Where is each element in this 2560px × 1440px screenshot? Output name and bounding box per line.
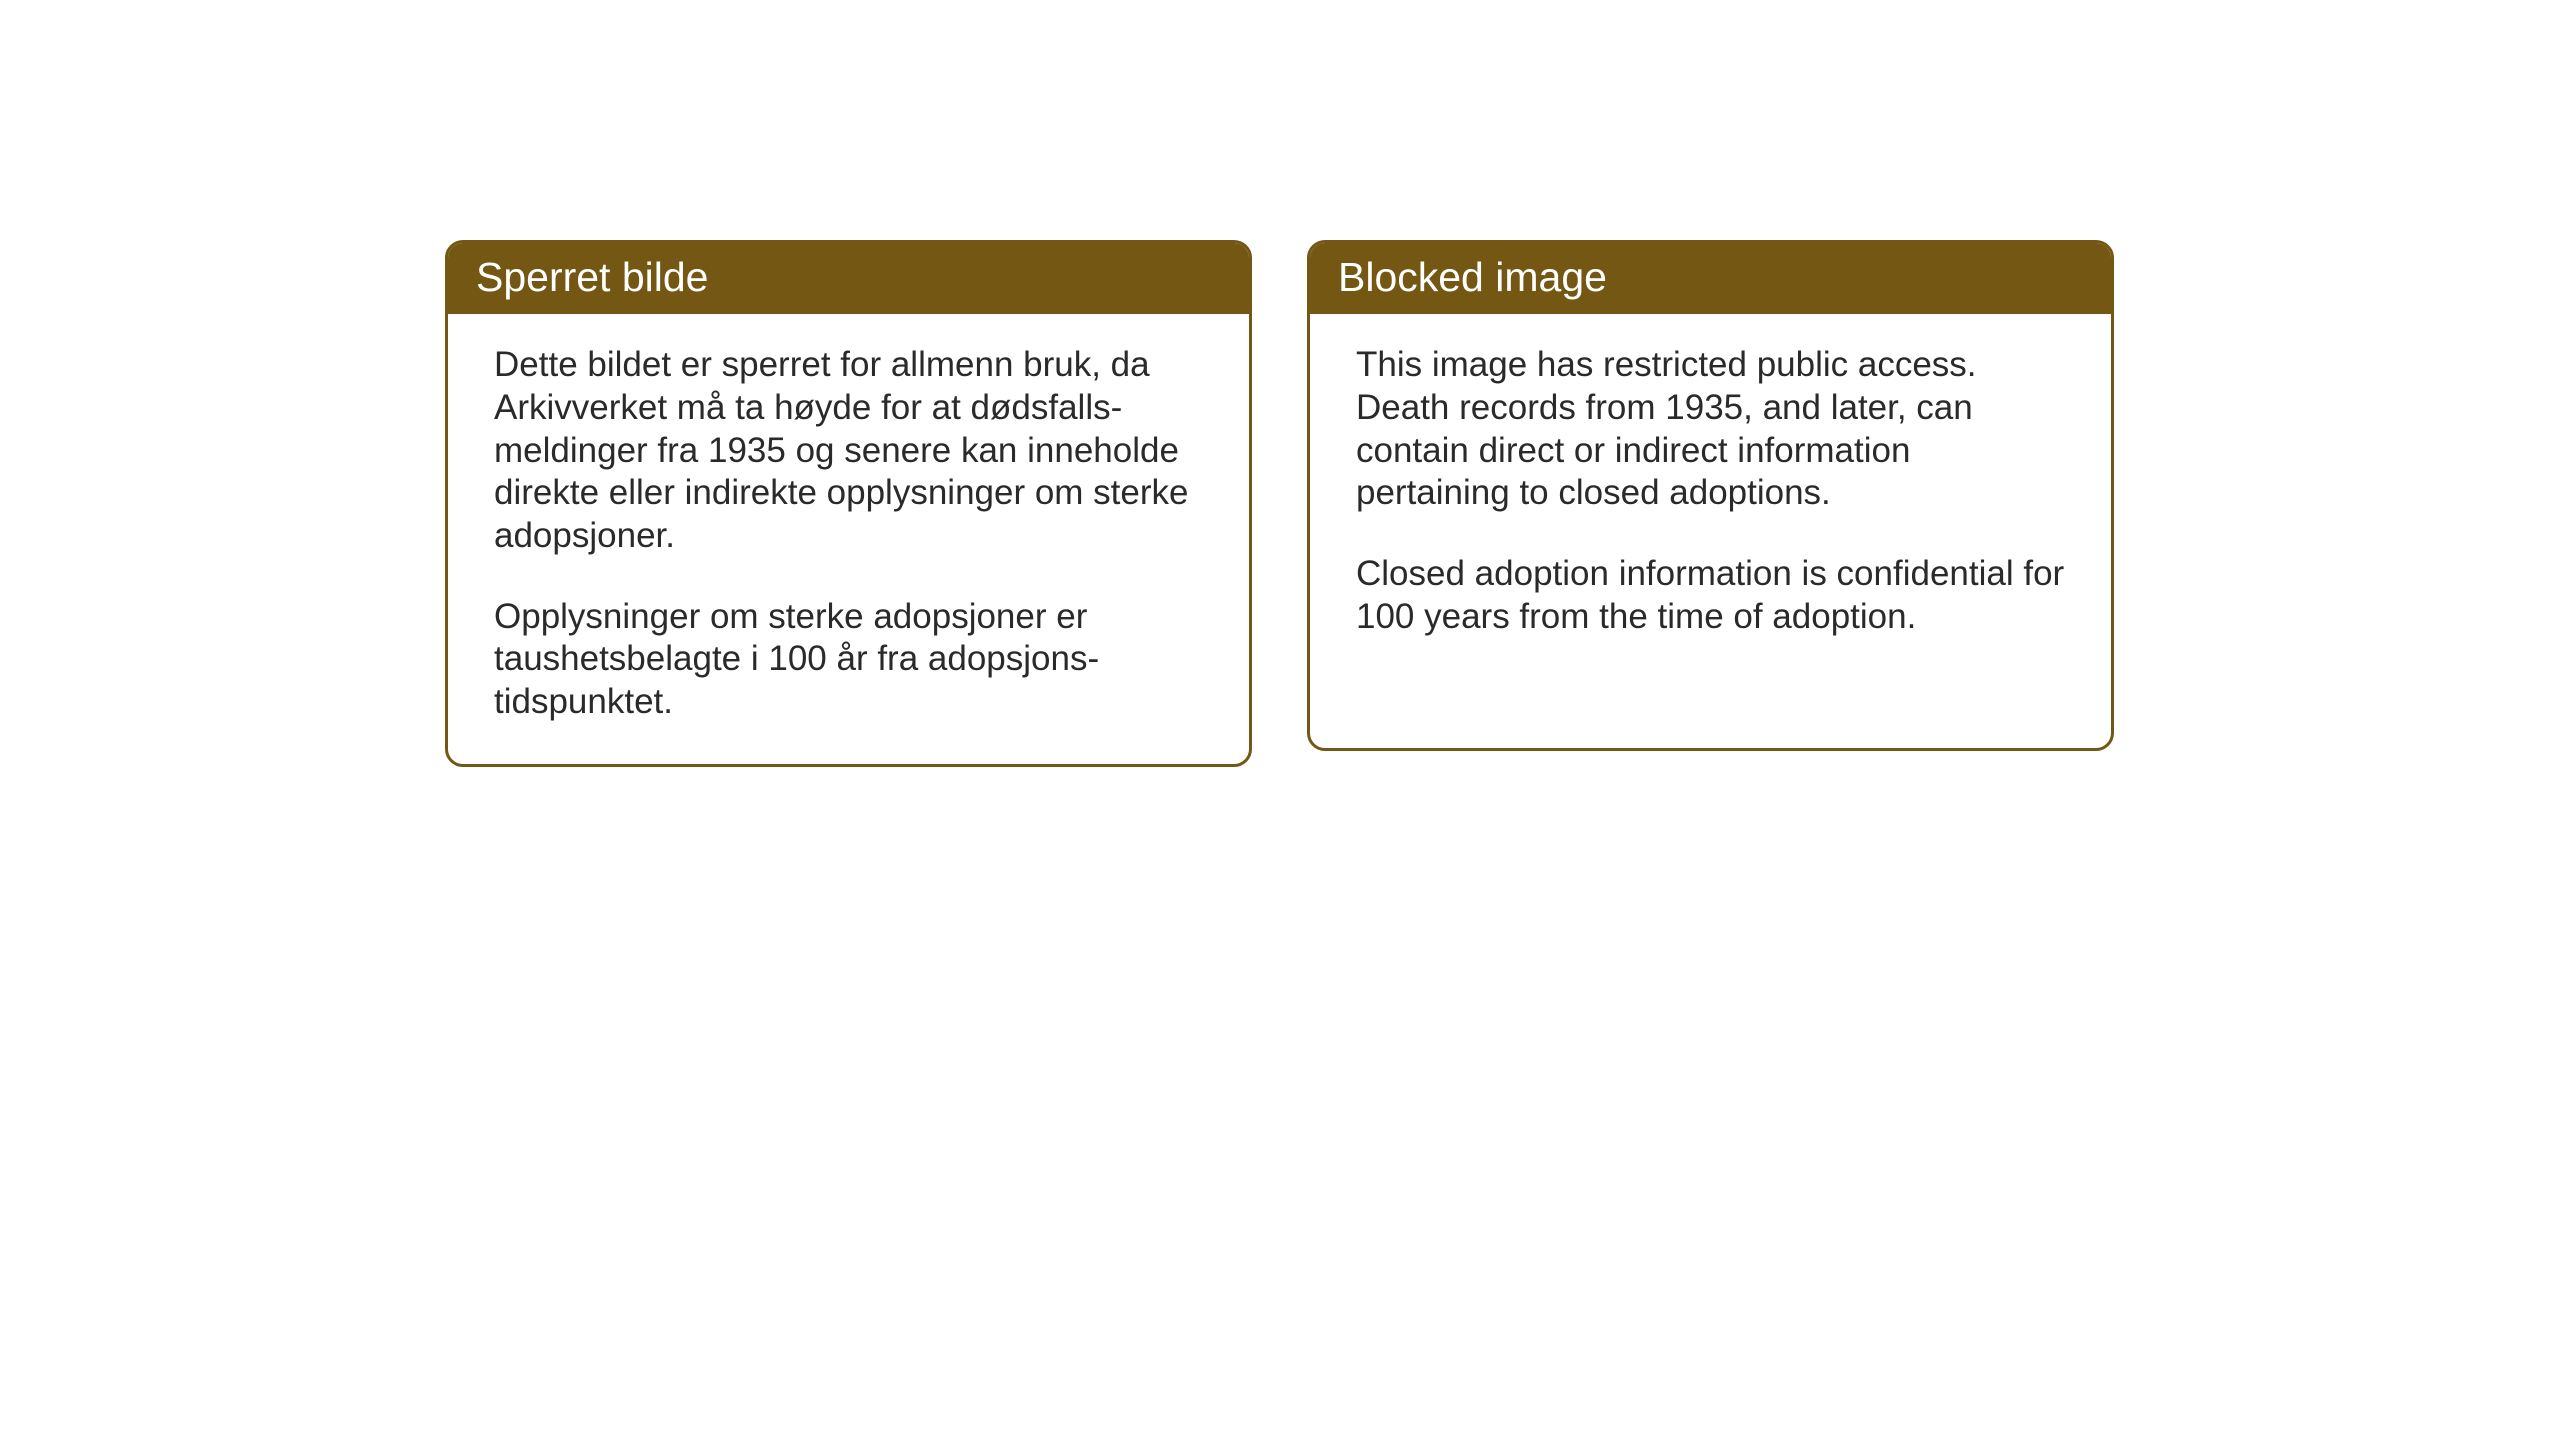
card-norwegian: Sperret bilde Dette bildet er sperret fo… (445, 240, 1252, 767)
card-english-title: Blocked image (1338, 254, 1607, 300)
card-norwegian-body: Dette bildet er sperret for allmenn bruk… (448, 314, 1249, 764)
card-norwegian-paragraph2: Opplysninger om sterke adopsjoner er tau… (494, 596, 1207, 724)
card-english-body: This image has restricted public access.… (1310, 314, 2111, 678)
card-english: Blocked image This image has restricted … (1307, 240, 2114, 751)
card-norwegian-title: Sperret bilde (476, 254, 708, 300)
card-norwegian-header: Sperret bilde (448, 243, 1249, 314)
card-english-paragraph1: This image has restricted public access.… (1356, 344, 2069, 515)
card-english-header: Blocked image (1310, 243, 2111, 314)
card-english-paragraph2: Closed adoption information is confident… (1356, 553, 2069, 638)
cards-container: Sperret bilde Dette bildet er sperret fo… (445, 240, 2114, 767)
card-norwegian-paragraph1: Dette bildet er sperret for allmenn bruk… (494, 344, 1207, 557)
